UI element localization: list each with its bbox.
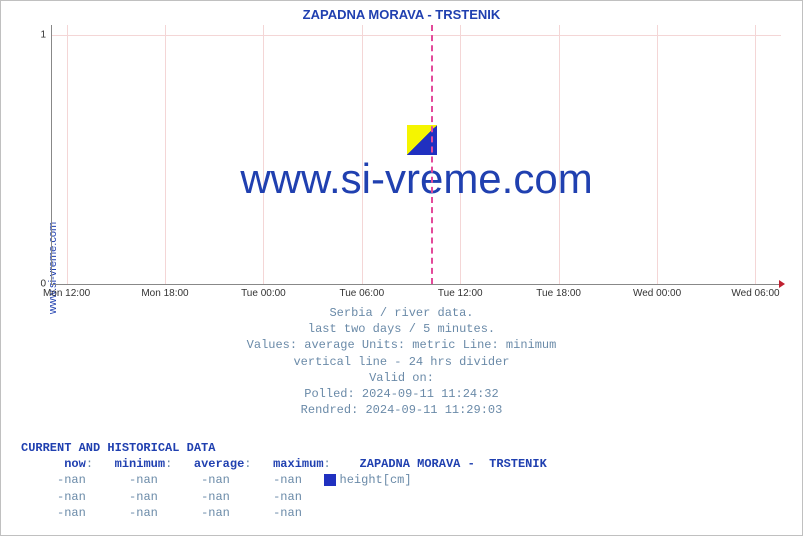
meta-line: Valid on: <box>1 370 802 386</box>
x-tick-label: Tue 12:00 <box>438 288 483 299</box>
table-row: -nan -nan -nan -nan height[cm] <box>21 472 547 488</box>
grid-vertical <box>559 25 560 284</box>
data-table-header: CURRENT AND HISTORICAL DATA <box>21 440 547 456</box>
x-tick-label: Tue 06:00 <box>339 288 384 299</box>
x-tick-label: Mon 18:00 <box>141 288 188 299</box>
col-average: average <box>194 457 244 471</box>
x-tick-label: Wed 00:00 <box>633 288 681 299</box>
x-tick-label: Tue 18:00 <box>536 288 581 299</box>
series-label: height[cm] <box>340 473 412 487</box>
data-table: CURRENT AND HISTORICAL DATA now: minimum… <box>21 440 547 521</box>
chart-page: www.si-vreme.com ZAPADNA MORAVA - TRSTEN… <box>0 0 803 536</box>
plot-area: www.si-vreme.com 01Mon 12:00Mon 18:00Tue… <box>51 25 781 285</box>
data-table-columns: now: minimum: average: maximum: ZAPADNA … <box>21 456 547 472</box>
y-tick-label: 1 <box>40 30 46 41</box>
table-row: -nan -nan -nan -nan <box>21 505 547 521</box>
axis-arrow-icon <box>779 280 785 288</box>
meta-line: vertical line - 24 hrs divider <box>1 354 802 370</box>
meta-line: Rendred: 2024-09-11 11:29:03 <box>1 402 802 418</box>
grid-vertical <box>165 25 166 284</box>
grid-vertical <box>362 25 363 284</box>
x-tick-label: Wed 06:00 <box>731 288 779 299</box>
table-row: -nan -nan -nan -nan <box>21 489 547 505</box>
chart-title: ZAPADNA MORAVA - TRSTENIK <box>1 7 802 22</box>
grid-horizontal <box>52 35 781 36</box>
x-tick-label: Tue 00:00 <box>241 288 286 299</box>
divider-24h <box>431 25 433 284</box>
col-now: now <box>64 457 86 471</box>
grid-vertical <box>460 25 461 284</box>
x-tick-label: Mon 12:00 <box>43 288 90 299</box>
meta-line: Serbia / river data. <box>1 305 802 321</box>
series-swatch-icon <box>324 474 336 486</box>
meta-line: last two days / 5 minutes. <box>1 321 802 337</box>
meta-line: Polled: 2024-09-11 11:24:32 <box>1 386 802 402</box>
col-maximum: maximum <box>273 457 323 471</box>
meta-line: Values: average Units: metric Line: mini… <box>1 337 802 353</box>
watermark-text: www.si-vreme.com <box>52 155 781 203</box>
station-label: ZAPADNA MORAVA - TRSTENIK <box>360 457 547 471</box>
grid-vertical <box>263 25 264 284</box>
grid-vertical <box>657 25 658 284</box>
meta-block: Serbia / river data. last two days / 5 m… <box>1 305 802 418</box>
grid-vertical <box>67 25 68 284</box>
grid-vertical <box>755 25 756 284</box>
col-minimum: minimum <box>115 457 165 471</box>
